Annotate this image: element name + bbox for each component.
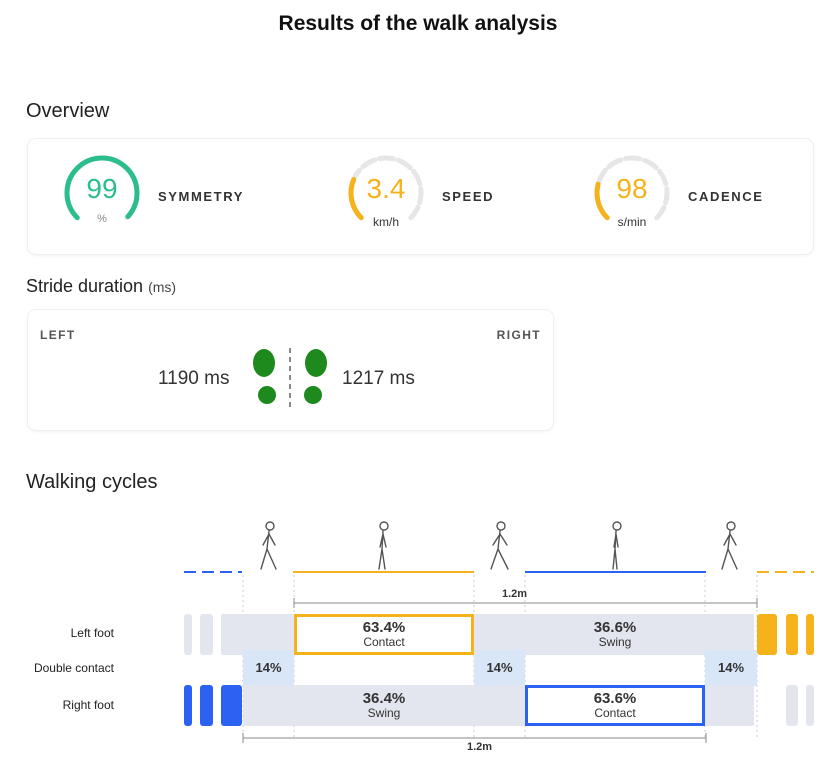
symmetry-value: 99 (86, 173, 118, 204)
right-swing-name: Swing (367, 706, 401, 720)
right-foot-segment (786, 685, 798, 726)
speed-gauge: 3.4 km/h (346, 153, 426, 233)
cadence-gauge-ring (594, 155, 670, 221)
right-foot-contact-segment (200, 685, 213, 726)
left-foot-label: Left foot (70, 626, 114, 640)
speed-value: 3.4 (366, 173, 406, 204)
overview-card: 99 % SYMMETRY 3.4 km/h SPEED 98 s/min CA… (28, 139, 813, 254)
walker-icon (721, 521, 738, 570)
stride-left-label: LEFT (40, 328, 76, 342)
double-contact-cell: 14% (705, 650, 757, 686)
speed-label: SPEED (442, 189, 495, 204)
right-contact-phase: 63.6% Contact (525, 685, 705, 726)
left-foot-contact-segment (757, 614, 777, 655)
left-foot-segment (200, 614, 213, 655)
right-foot-label: Right foot (62, 698, 114, 712)
left-contact-phase: 63.4% Contact (294, 614, 474, 655)
step-path (184, 571, 814, 573)
stride-heading-text: Stride duration (26, 276, 144, 296)
right-swing-pct: 36.4% (362, 690, 406, 707)
overview-heading: Overview (26, 100, 110, 122)
left-swing-name: Swing (598, 635, 632, 649)
right-contact-name: Contact (594, 706, 636, 720)
left-foot-contact-segment (806, 614, 814, 655)
walker-icon (260, 521, 277, 570)
right-foot-contact-segment (221, 685, 242, 726)
stride-card: LEFT RIGHT 1190 ms 1217 ms (28, 310, 553, 430)
stride-right-label: RIGHT (496, 328, 541, 342)
walker-icon (378, 521, 389, 570)
left-contact-name: Contact (363, 635, 405, 649)
stride-left-value: 1190 ms (158, 368, 230, 389)
symmetry-label: SYMMETRY (158, 189, 244, 204)
page-title: Results of the walk analysis (278, 12, 558, 35)
stride-unit: (ms) (148, 279, 177, 295)
walker-icon (612, 521, 622, 570)
bottom-distance-label: 1.2m (467, 741, 493, 753)
left-foot-contact-segment (786, 614, 798, 655)
symmetry-gauge: 99 % (62, 153, 142, 233)
left-foot-segment (184, 614, 192, 655)
right-foot-segment (806, 685, 814, 726)
right-foot-contact-segment (184, 685, 192, 726)
cadence-value: 98 (616, 173, 648, 204)
cadence-unit: s/min (617, 215, 647, 229)
stride-right-value: 1217 ms (342, 368, 415, 389)
left-swing-phase: 36.6% Swing (525, 614, 705, 655)
double-contact-label: Double contact (33, 661, 114, 675)
speed-unit: km/h (372, 215, 399, 229)
cadence-label: CADENCE (688, 189, 764, 204)
double-contact-cell: 14% (243, 650, 294, 686)
bottom-distance-line (242, 733, 707, 743)
right-contact-pct: 63.6% (593, 690, 637, 707)
symmetry-gauge-ring (64, 155, 140, 221)
cycles-heading: Walking cycles (26, 471, 158, 493)
walker-icon (490, 521, 509, 570)
top-distance-line (293, 598, 758, 608)
speed-gauge-ring (348, 155, 424, 221)
footprints-icon (253, 348, 327, 408)
top-distance-label: 1.2m (502, 588, 528, 600)
left-swing-pct: 36.6% (593, 619, 637, 636)
left-contact-pct: 63.4% (362, 619, 406, 636)
stride-heading: Stride duration (ms) (26, 276, 176, 297)
double-contact-cell: 14% (474, 650, 525, 686)
right-swing-phase: 36.4% Swing (294, 685, 474, 726)
symmetry-unit: % (97, 213, 107, 225)
cadence-gauge: 98 s/min (592, 153, 672, 233)
